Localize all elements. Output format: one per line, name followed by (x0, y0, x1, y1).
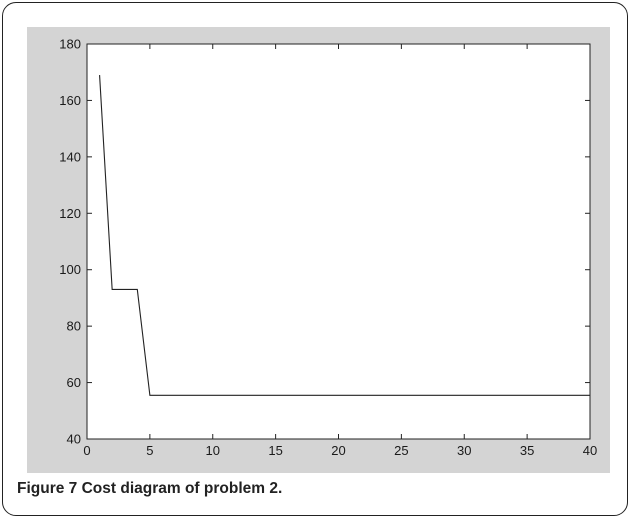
x-tick-label: 0 (83, 443, 90, 458)
y-tick-label: 40 (67, 432, 81, 447)
x-tick-label: 10 (206, 443, 220, 458)
y-tick-label: 100 (59, 262, 81, 277)
series-line (99, 75, 590, 396)
y-tick-label: 160 (59, 93, 81, 108)
plot-area (86, 43, 591, 440)
x-tick-label: 15 (268, 443, 282, 458)
y-tick-label: 120 (59, 206, 81, 221)
figure-caption-text: Cost diagram of problem 2. (81, 480, 283, 497)
y-tick-label: 140 (59, 149, 81, 164)
x-tick-label: 35 (520, 443, 534, 458)
figure-caption: Figure 7 Cost diagram of problem 2. (17, 480, 282, 498)
x-tick-label: 5 (146, 443, 153, 458)
x-tick-label: 40 (583, 443, 597, 458)
x-tick-label: 25 (394, 443, 408, 458)
y-tick-label: 60 (67, 375, 81, 390)
y-tick-label: 180 (59, 37, 81, 52)
ticks-layer (86, 43, 591, 440)
tick-labels-layer: 0 5 10 15 20 25 30 35 40 40 60 80 100 120 140 160 180 (59, 37, 597, 459)
y-tick-label: 80 (67, 319, 81, 334)
figure-label: Figure 7 (17, 480, 78, 497)
x-tick-label: 30 (457, 443, 471, 458)
x-tick-label: 20 (331, 443, 345, 458)
